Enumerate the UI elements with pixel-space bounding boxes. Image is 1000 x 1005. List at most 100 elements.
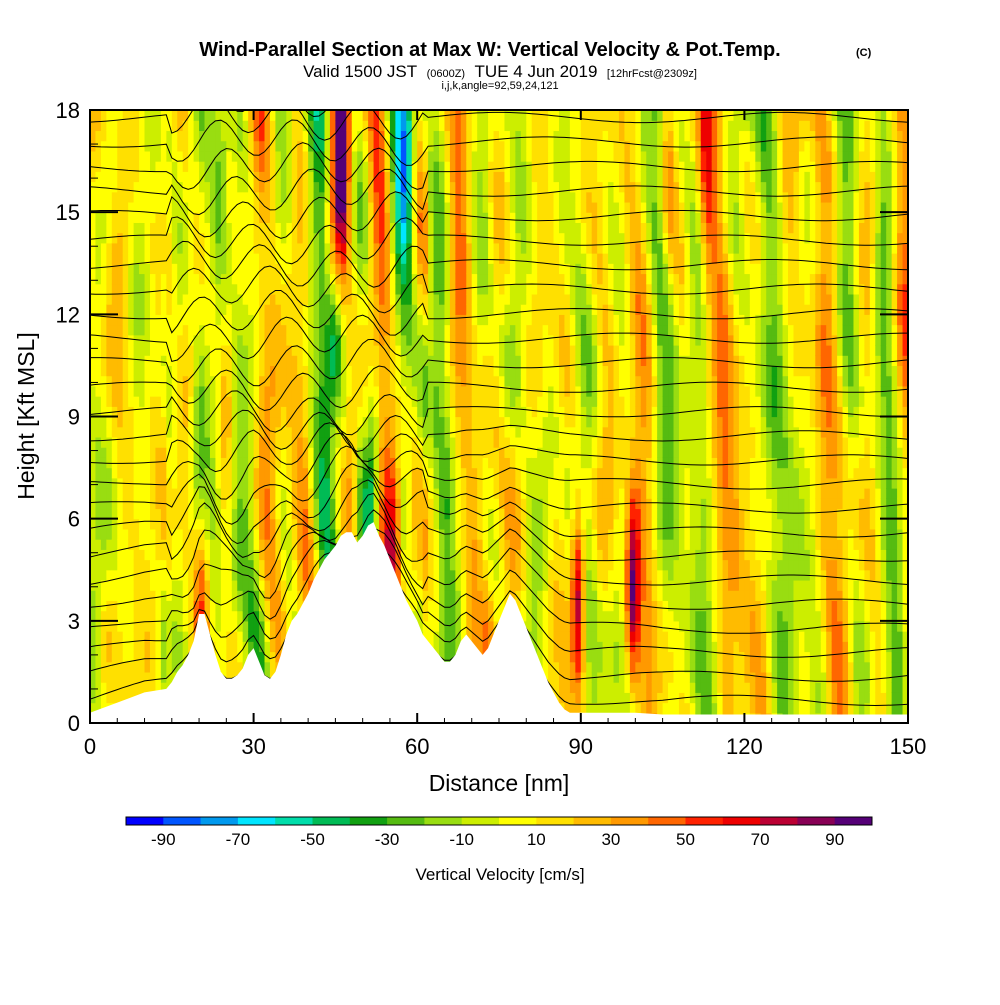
field-cell-1280: [205, 508, 211, 519]
field-cell-2022: [270, 284, 276, 295]
field-cell-1220: [199, 508, 205, 519]
field-cell-4114: [461, 365, 467, 376]
field-cell-2919: [352, 314, 358, 325]
field-cell-2574: [319, 161, 325, 172]
field-cell-1235: [199, 355, 205, 366]
field-cell-3816: [434, 345, 440, 356]
field-cell-3907: [444, 641, 450, 652]
field-cell-855: [166, 560, 172, 571]
field-cell-4556: [499, 141, 505, 152]
field-cell-3795: [434, 560, 440, 571]
field-cell-3937: [444, 335, 450, 346]
field-cell-1669: [237, 212, 243, 223]
field-cell-1015: [177, 151, 183, 162]
field-cell-1880: [259, 508, 265, 519]
field-cell-3032: [363, 386, 369, 397]
field-cell-1606: [232, 243, 238, 254]
field-cell-4795: [521, 151, 527, 162]
field-cell-4291: [477, 396, 483, 407]
field-cell-364: [123, 672, 129, 683]
field-cell-1689: [243, 621, 249, 632]
field-cell-737: [155, 539, 161, 550]
field-cell-2754: [335, 161, 341, 172]
field-cell-3464: [401, 263, 407, 274]
field-cell-763: [155, 273, 161, 284]
field-cell-4008: [450, 222, 456, 233]
field-cell-1834: [254, 365, 260, 376]
field-cell-1753: [248, 580, 254, 591]
field-cell-3644: [417, 263, 423, 274]
field-cell-216: [106, 345, 112, 356]
field-cell-4657: [510, 335, 516, 346]
field-cell-1119: [188, 314, 194, 325]
field-cell-3698: [423, 325, 429, 336]
field-cell-4676: [510, 141, 516, 152]
field-cell-4423: [488, 273, 494, 284]
field-cell-1780: [248, 304, 254, 315]
field-cell-1274: [205, 570, 211, 581]
field-cell-1359: [210, 314, 216, 325]
field-cell-4174: [466, 365, 472, 376]
field-cell-923: [172, 478, 178, 489]
field-cell-89: [95, 417, 101, 428]
field-cell-478: [128, 120, 134, 131]
field-cell-4316: [477, 141, 483, 152]
field-cell-438: [128, 529, 134, 540]
field-cell-518: [134, 325, 140, 336]
field-cell-892: [166, 182, 172, 193]
field-cell-4199: [466, 110, 472, 121]
field-cell-1357: [210, 335, 216, 346]
copyright-mark: (C): [856, 47, 872, 59]
field-cell-3597: [412, 130, 418, 141]
field-cell-3446: [401, 447, 407, 458]
field-cell-213: [106, 376, 112, 387]
field-cell-3530: [406, 202, 412, 213]
field-cell-4730: [515, 202, 521, 213]
field-cell-2852: [346, 386, 352, 397]
field-cell-1095: [188, 560, 194, 571]
field-cell-3021: [363, 498, 369, 509]
field-cell-4777: [521, 335, 527, 346]
field-cell-2149: [281, 212, 287, 223]
field-cell-680: [150, 508, 156, 519]
field-cell-312: [117, 590, 123, 601]
field-cell-1419: [215, 314, 221, 325]
field-cell-571: [139, 396, 145, 407]
field-cell-2578: [319, 120, 325, 131]
field-cell-4851: [526, 192, 532, 203]
field-cell-714: [150, 161, 156, 172]
field-cell-4786: [521, 243, 527, 254]
field-cell-725: [155, 662, 161, 673]
subtitle-forecast: [12hrFcst@2309z]: [607, 68, 697, 80]
field-cell-1366: [210, 243, 216, 254]
field-cell-4544: [499, 263, 505, 274]
field-cell-613: [145, 580, 151, 591]
field-cell-1214: [199, 570, 205, 581]
field-cell-116: [95, 141, 101, 152]
field-cell-2623: [324, 273, 330, 284]
field-cell-1611: [232, 192, 238, 203]
field-cell-1241: [199, 294, 205, 305]
field-cell-1718: [243, 325, 249, 336]
field-cell-1175: [194, 355, 200, 366]
field-cell-4182: [466, 284, 472, 295]
field-cell-1046: [183, 447, 189, 458]
field-cell-3838: [434, 120, 440, 131]
field-cell-4128: [461, 222, 467, 233]
field-cell-3939: [444, 314, 450, 325]
field-cell-369: [123, 621, 129, 632]
field-cell-2021: [270, 294, 276, 305]
field-cell-715: [150, 151, 156, 162]
field-cell-1978: [265, 120, 271, 131]
field-cell-2414: [308, 570, 314, 581]
field-cell-346: [117, 243, 123, 254]
field-cell-2557: [319, 335, 325, 346]
field-cell-2387: [303, 233, 309, 244]
field-cell-325: [117, 457, 123, 468]
field-cell-2759: [335, 110, 341, 121]
field-cell-4117: [461, 335, 467, 346]
field-cell-2378: [303, 325, 309, 336]
field-cell-2477: [314, 539, 320, 550]
field-cell-2116: [281, 549, 287, 560]
field-cell-2303: [297, 478, 303, 489]
